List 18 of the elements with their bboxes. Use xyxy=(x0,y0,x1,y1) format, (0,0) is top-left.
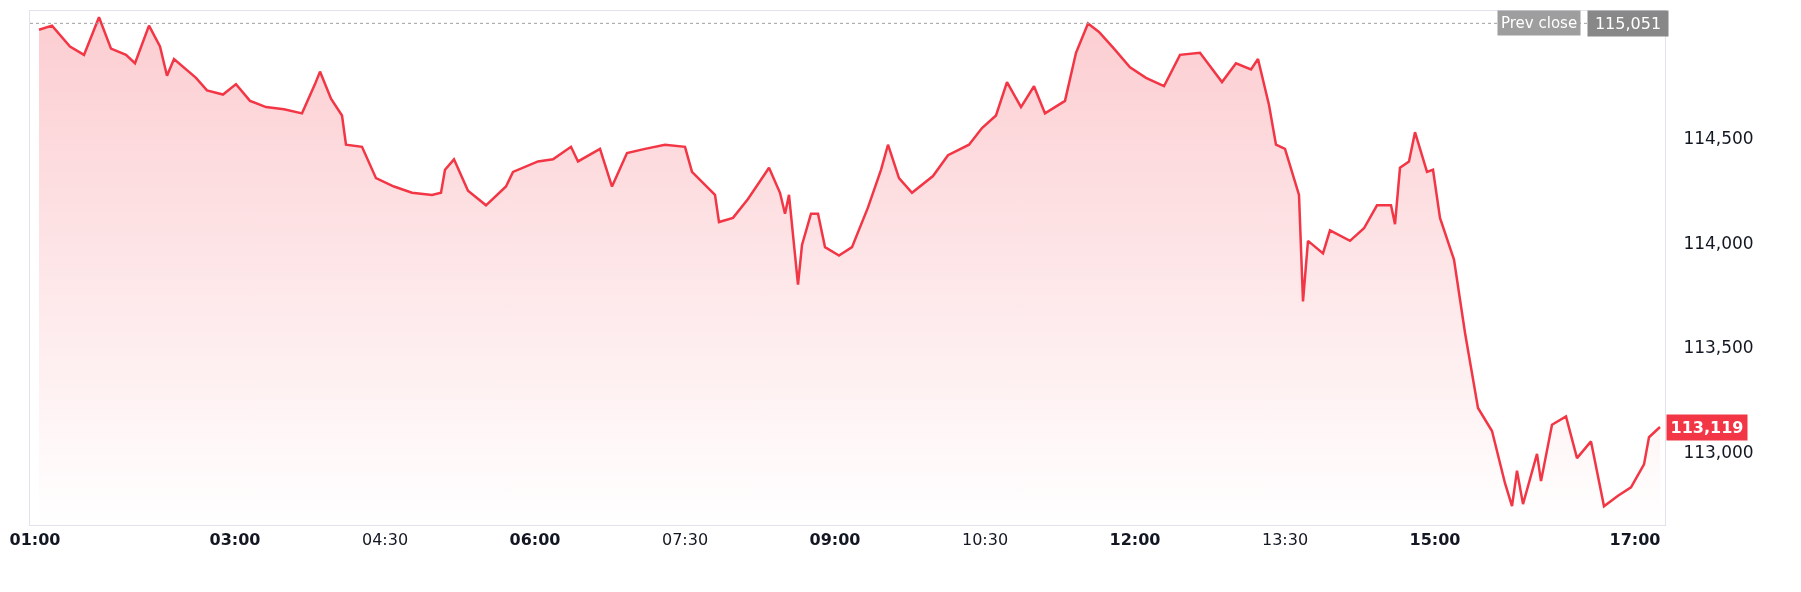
y-tick-label: 114,500 xyxy=(1683,128,1754,149)
x-tick-label: 03:00 xyxy=(209,530,261,550)
y-tick-label: 114,000 xyxy=(1683,232,1754,253)
x-tick-label: 07:30 xyxy=(661,530,709,550)
y-tick-label: 113,000 xyxy=(1683,441,1754,462)
x-tick-label: 01:00 xyxy=(9,530,61,550)
annotation: 115,051 xyxy=(1594,14,1662,33)
x-tick-label: 04:30 xyxy=(361,530,409,550)
x-tick-label: 12:00 xyxy=(1109,530,1161,550)
annotation: 113,119 xyxy=(1670,418,1744,437)
x-tick-label: 13:30 xyxy=(1261,530,1309,550)
x-tick-label: 10:30 xyxy=(961,530,1009,550)
x-tick-label: 17:00 xyxy=(1609,530,1661,550)
ref-line-label: Prev close xyxy=(1501,14,1578,32)
x-tick-label: 06:00 xyxy=(509,530,561,550)
x-tick-label: 09:00 xyxy=(809,530,861,550)
y-tick-label: 113,500 xyxy=(1683,337,1754,358)
x-tick-label: 15:00 xyxy=(1409,530,1461,550)
